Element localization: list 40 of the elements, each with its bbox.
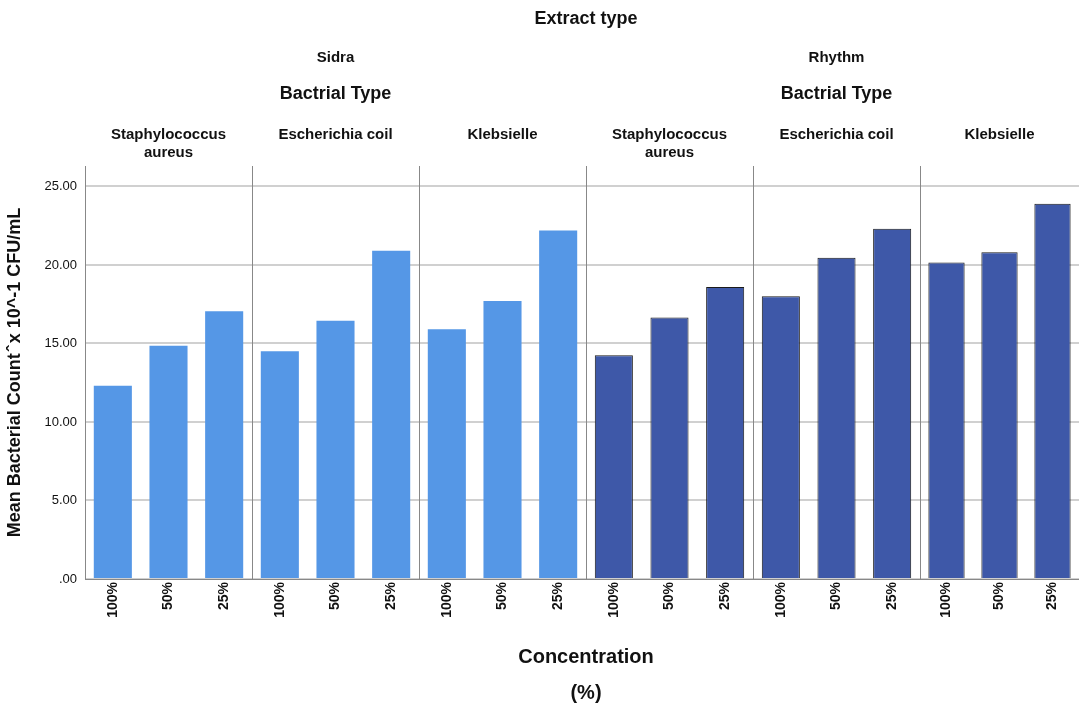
chart-title: Staphylococcus aureus bbox=[610, 125, 728, 161]
x-tick-label: 50% bbox=[493, 581, 510, 611]
x-tick-label: 100% bbox=[937, 581, 954, 618]
x-tick-label: 50% bbox=[827, 581, 844, 611]
y-tick-label: 5.00 bbox=[51, 492, 77, 508]
text: Sidra bbox=[315, 48, 356, 65]
x-tick-label: 50% bbox=[326, 581, 343, 611]
x-tick-label: 25% bbox=[382, 581, 399, 611]
chart-title: Escherichia coil bbox=[778, 125, 895, 143]
chart-title: Escherichia coil bbox=[277, 125, 394, 143]
x-tick-label: 100% bbox=[604, 581, 621, 618]
chart-title: Klebsielle bbox=[466, 125, 539, 143]
chart-title: Klebsielle bbox=[963, 125, 1036, 143]
bar bbox=[93, 385, 132, 578]
text: Bactrial Type bbox=[278, 83, 393, 104]
y-tick-label: .00 bbox=[58, 570, 77, 586]
y-axis-title: Mean Bacterial Count ̂ x 10^-1 CFU/mL bbox=[3, 207, 24, 538]
chart-title: Staphylococcus aureus bbox=[109, 125, 227, 161]
text: Extract type bbox=[533, 8, 639, 29]
x-tick-label: 25% bbox=[549, 581, 566, 611]
text: Rhythm bbox=[807, 48, 866, 65]
x-tick-label: 25% bbox=[716, 581, 733, 611]
text: Bactrial Type bbox=[779, 83, 894, 104]
y-tick-label: 15.00 bbox=[44, 335, 77, 351]
y-tick-label: 20.00 bbox=[44, 256, 77, 272]
x-tick-label: 100% bbox=[103, 581, 120, 618]
bar bbox=[205, 311, 244, 578]
x-tick-label: 100% bbox=[771, 581, 788, 618]
x-tick-label: 25% bbox=[883, 581, 900, 611]
bar bbox=[149, 345, 188, 578]
text: Concentration (%) bbox=[517, 644, 655, 705]
x-tick-label: 50% bbox=[660, 581, 677, 611]
y-tick-label: 25.00 bbox=[44, 177, 77, 193]
x-tick-label: 100% bbox=[437, 581, 454, 618]
y-tick-label: 10.00 bbox=[44, 413, 77, 429]
x-tick-label: 50% bbox=[990, 581, 1007, 611]
x-tick-label: 100% bbox=[270, 581, 287, 618]
x-tick-label: 25% bbox=[215, 581, 232, 611]
x-tick-label: 50% bbox=[159, 581, 176, 611]
x-tick-label: 25% bbox=[1043, 581, 1060, 611]
